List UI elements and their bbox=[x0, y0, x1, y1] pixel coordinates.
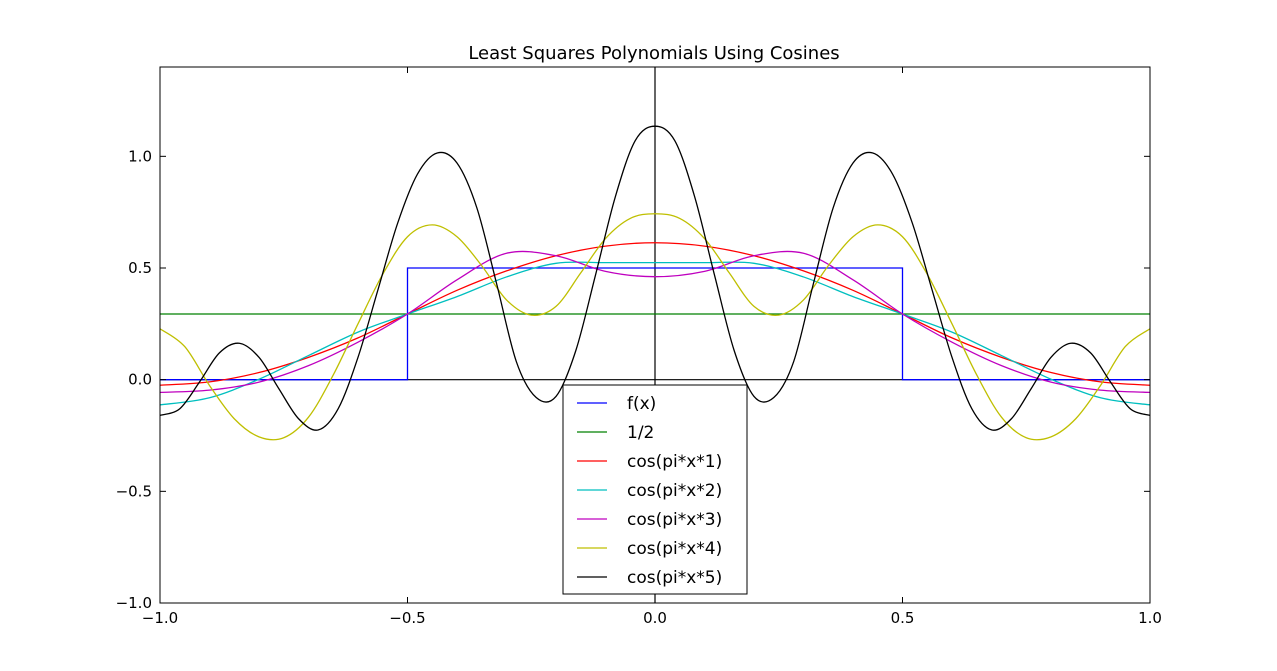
series-line-5 bbox=[160, 213, 1150, 441]
y-axis-ticks: −1.0 −0.5 0.0 0.5 1.0 bbox=[116, 147, 1150, 612]
series-line-0 bbox=[160, 267, 1150, 381]
x-axis-ticks: −1.0 −0.5 0.0 0.5 1.0 bbox=[142, 67, 1162, 627]
legend: f(x) 1/2 cos(pi*x*1) cos(pi*x*2) cos(pi*x*3)… bbox=[562, 384, 748, 595]
y-tick-label: 1.0 bbox=[128, 147, 152, 165]
x-tick-label: 0.5 bbox=[891, 609, 915, 627]
legend-label: f(x) bbox=[627, 394, 656, 414]
legend-label: cos(pi*x*5) bbox=[627, 568, 722, 588]
series-layer bbox=[160, 125, 1150, 441]
y-tick-label: −0.5 bbox=[116, 482, 152, 500]
y-tick-label: −1.0 bbox=[116, 594, 152, 612]
y-tick-label: 0.5 bbox=[128, 259, 152, 277]
legend-label: cos(pi*x*1) bbox=[627, 452, 722, 472]
y-tick-label: 0.0 bbox=[128, 371, 152, 389]
legend-label: cos(pi*x*2) bbox=[627, 481, 722, 501]
legend-label: cos(pi*x*3) bbox=[627, 510, 722, 530]
x-tick-label: 0.0 bbox=[643, 609, 667, 627]
legend-label: 1/2 bbox=[627, 423, 654, 443]
series-line-2 bbox=[160, 242, 1150, 386]
legend-label: cos(pi*x*4) bbox=[627, 539, 722, 559]
series-line-4 bbox=[160, 250, 1150, 394]
x-tick-label: −1.0 bbox=[142, 609, 178, 627]
series-line-6 bbox=[160, 125, 1150, 431]
series-line-3 bbox=[160, 261, 1150, 406]
chart-title: Least Squares Polynomials Using Cosines bbox=[468, 43, 839, 64]
x-tick-label: −0.5 bbox=[389, 609, 425, 627]
x-tick-label: 1.0 bbox=[1138, 609, 1162, 627]
